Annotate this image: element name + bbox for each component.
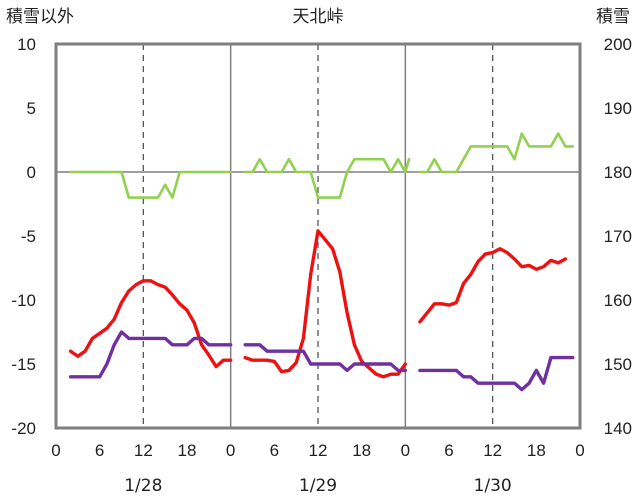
x-tick-label: 12 [134,441,153,460]
y-left-tick-label: 0 [27,163,36,182]
y-right-tick-label: 180 [604,163,632,182]
y-right-tick-label: 200 [604,35,632,54]
x-tick-label: 12 [483,441,502,460]
x-tick-label: 6 [270,441,279,460]
series-0-segment-2 [418,247,568,324]
plot-frame [54,42,582,430]
series-1-segment-2 [418,355,575,392]
x-tick-label: 18 [527,441,546,460]
y-left-tick-label: -5 [21,227,36,246]
x-tick-label: 12 [309,441,328,460]
series-1-segment-0 [68,330,233,379]
series-2-segment-0 [69,170,232,199]
y-right-tick-label: 150 [604,355,632,374]
x-tick-label: 0 [226,441,235,460]
y-left-tick-label: -15 [11,355,36,374]
y-left-tick-label: -10 [11,291,36,310]
series-0-segment-1 [243,229,407,379]
x-tick-label: 6 [95,441,104,460]
y-right-tick-label: 170 [604,227,632,246]
y-right-tick-label: 140 [604,419,632,438]
x-tick-label: 0 [575,441,584,460]
series-2-segment-2 [418,132,575,174]
series-2-segment-1 [243,157,411,199]
y-left-tick-label: -20 [11,419,36,438]
y-left-tick-label: 10 [17,35,36,54]
y-right-axis-label: 積雪 [596,7,630,26]
series-lines [68,132,575,392]
x-tick-label: 0 [401,441,410,460]
x-tick-label: 6 [444,441,453,460]
x-tick-label: 18 [352,441,371,460]
y-right-tick-label: 190 [604,99,632,118]
y-left-tick-label: 5 [27,99,36,118]
y-right-tick-label: 160 [604,291,632,310]
date-label: 1/29 [299,476,337,496]
x-tick-label: 18 [178,441,197,460]
date-label: 1/30 [474,476,512,496]
series-1-segment-1 [243,343,407,373]
x-tick-label: 0 [51,441,60,460]
date-label: 1/28 [124,476,162,496]
chart-title: 天北峠 [293,7,344,26]
series-0-segment-0 [68,279,233,369]
y-left-axis-label: 積雪以外 [6,7,74,26]
